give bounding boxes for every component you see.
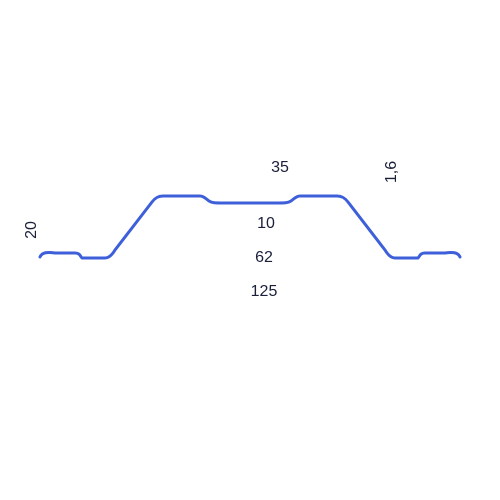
dim-overall-width: 125 (251, 283, 278, 300)
profile-outline (40, 196, 460, 258)
dim-groove-depth: 10 (257, 215, 275, 232)
dim-inner-width: 62 (255, 249, 273, 266)
dim-left-height: 20 (23, 221, 40, 239)
dimension-labels: 35 1,6 20 10 62 125 (23, 159, 400, 300)
profile-diagram: 35 1,6 20 10 62 125 (0, 0, 500, 500)
dim-top-width: 35 (271, 159, 289, 176)
dim-thickness: 1,6 (383, 161, 400, 183)
